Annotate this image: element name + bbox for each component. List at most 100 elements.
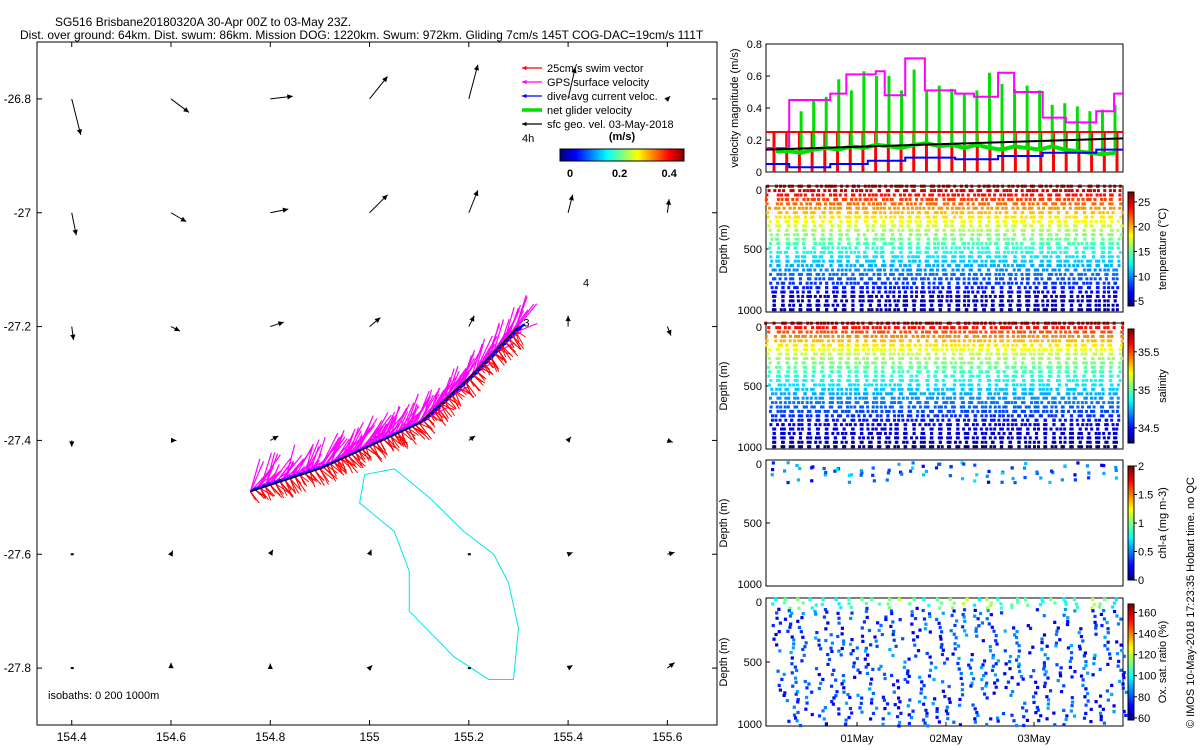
profile-point — [923, 392, 927, 396]
profile-point — [891, 272, 895, 276]
profile-point — [883, 202, 887, 206]
profile-point — [803, 374, 807, 378]
profile-point — [911, 211, 915, 215]
profile-point — [800, 272, 804, 276]
profile-point — [815, 326, 819, 330]
profile-point — [1105, 272, 1109, 276]
profile-point — [1121, 211, 1125, 215]
profile-point — [1094, 299, 1098, 303]
profile-point — [1027, 290, 1031, 294]
profile-point — [1081, 264, 1085, 268]
profile-point — [899, 401, 903, 405]
profile-point — [1029, 224, 1033, 228]
profile-point — [966, 343, 970, 347]
profile-point — [978, 379, 982, 383]
profile-point — [847, 374, 851, 378]
swim-vector — [386, 437, 393, 449]
profile-point — [977, 387, 981, 391]
profile-point — [984, 330, 988, 334]
profile-point — [1054, 303, 1058, 307]
profile-point — [817, 299, 821, 303]
profile-point — [861, 272, 865, 276]
profile-point — [952, 405, 956, 409]
profile-point — [1011, 321, 1015, 325]
profile-point — [871, 326, 875, 330]
profile-point — [840, 431, 844, 435]
profile-point — [955, 211, 959, 215]
profile-point — [909, 348, 913, 352]
profile-point — [975, 352, 979, 356]
profile-point — [842, 286, 846, 290]
profile-point — [815, 414, 819, 418]
profile-point — [839, 405, 843, 409]
profile-point — [860, 431, 864, 435]
profile-point — [948, 321, 952, 325]
profile-point — [888, 405, 892, 409]
profile-point — [803, 219, 807, 223]
profile-point — [1011, 184, 1015, 188]
profile-point — [870, 334, 874, 338]
gps-velocity-vector — [372, 425, 384, 445]
profile-point — [1074, 268, 1078, 272]
profile-point — [1087, 184, 1091, 188]
profile-point — [805, 286, 809, 290]
profile-point — [949, 414, 953, 418]
profile-point — [957, 339, 961, 343]
profile-point — [783, 405, 787, 409]
colorbar-segment — [630, 149, 632, 161]
profile-point — [1094, 206, 1098, 210]
profile-point — [865, 197, 869, 201]
profile-point — [984, 431, 988, 435]
profile-point — [875, 405, 879, 409]
profile-point — [992, 418, 996, 422]
profile-point — [1089, 219, 1093, 223]
profile-point — [890, 237, 894, 241]
profile-point — [1006, 418, 1010, 422]
profile-point — [1062, 299, 1066, 303]
profile-point — [938, 321, 942, 325]
profile-point — [796, 233, 800, 237]
swim-vector — [358, 450, 364, 461]
profile-point — [994, 409, 998, 413]
profile-point — [1031, 264, 1035, 268]
profile-point — [797, 334, 801, 338]
profile-point — [976, 334, 980, 338]
gps-velocity-vector — [304, 439, 320, 474]
profile-point — [988, 294, 992, 298]
profile-point — [936, 414, 940, 418]
profile-point — [802, 379, 806, 383]
colorbar-segment — [625, 149, 627, 161]
profile-point — [795, 193, 799, 197]
profile-point — [1093, 202, 1097, 206]
profile-point — [848, 224, 852, 228]
profile-point — [957, 334, 961, 338]
colorbar-segment — [586, 149, 588, 161]
profile-point — [793, 396, 797, 400]
profile-point — [928, 330, 932, 334]
profile-point — [838, 193, 842, 197]
profile-point — [773, 277, 777, 281]
profile-point — [1099, 193, 1103, 197]
profile-point — [811, 233, 815, 237]
gps-velocity-vector — [326, 441, 340, 466]
profile-point — [990, 431, 994, 435]
swim-vector — [351, 453, 362, 467]
profile-point — [809, 264, 813, 268]
profile-point — [934, 228, 938, 232]
profile-point — [985, 272, 989, 276]
profile-point — [773, 445, 777, 449]
profile-point — [1019, 383, 1023, 387]
profile-point — [825, 281, 829, 285]
profile-point — [890, 250, 894, 254]
profile-point — [791, 427, 795, 431]
profile-point — [942, 392, 946, 396]
profile-point — [982, 423, 986, 427]
profile-point — [1012, 356, 1016, 360]
profile-point — [806, 197, 810, 201]
profile-point — [773, 294, 777, 298]
profile-point — [872, 224, 876, 228]
profile-point — [861, 348, 865, 352]
profile-point — [898, 233, 902, 237]
profile-point — [901, 228, 905, 232]
profile-point — [1010, 423, 1014, 427]
